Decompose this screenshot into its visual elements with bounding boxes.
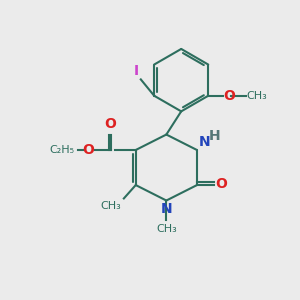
- Text: C₂H₅: C₂H₅: [50, 145, 75, 155]
- Text: O: O: [215, 177, 227, 191]
- Text: O: O: [104, 117, 116, 131]
- Text: O: O: [82, 143, 94, 157]
- Text: I: I: [134, 64, 139, 78]
- Text: O: O: [224, 89, 236, 103]
- Text: CH₃: CH₃: [156, 224, 177, 234]
- Text: N: N: [160, 202, 172, 216]
- Text: CH₃: CH₃: [246, 91, 267, 101]
- Text: H: H: [208, 130, 220, 143]
- Text: CH₃: CH₃: [100, 201, 121, 212]
- Text: N: N: [199, 134, 211, 148]
